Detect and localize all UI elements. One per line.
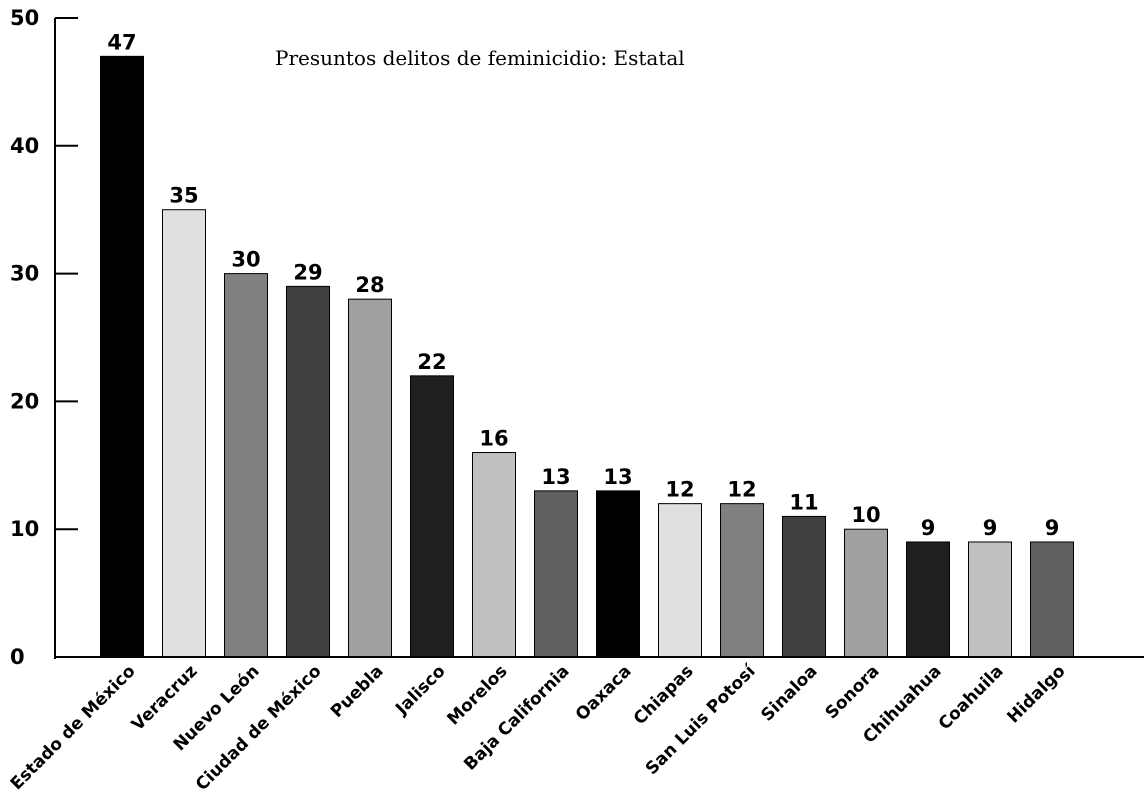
bar	[410, 375, 454, 658]
y-axis: 0 10 20 30 40 50	[10, 6, 78, 669]
bar	[162, 209, 206, 658]
category-label: Coahuila	[935, 661, 1008, 734]
value-label: 22	[417, 350, 446, 374]
bar	[720, 503, 764, 658]
value-label: 30	[231, 248, 260, 272]
value-label: 9	[983, 516, 998, 540]
y-tick-label: 10	[10, 517, 39, 541]
bar	[906, 541, 950, 658]
value-label: 13	[541, 465, 570, 489]
bar	[286, 285, 330, 658]
bars	[100, 55, 1074, 658]
value-label: 13	[603, 465, 632, 489]
value-label: 12	[727, 478, 756, 502]
value-label: 12	[665, 478, 694, 502]
category-label: Puebla	[327, 661, 388, 722]
value-labels: 47 35 30 29 28 22 16 13 13 12 12 11 10 9 9 9	[107, 30, 1059, 540]
bar	[348, 298, 392, 658]
y-tick-label: 0	[10, 645, 25, 669]
bar	[224, 273, 268, 658]
bar	[658, 503, 702, 658]
bar	[100, 55, 144, 658]
category-label: Baja California	[460, 661, 573, 774]
value-label: 47	[107, 30, 136, 54]
value-label: 9	[1045, 516, 1060, 540]
category-label: San Luis Potosí	[642, 661, 761, 780]
bar	[782, 515, 826, 658]
bar	[968, 541, 1012, 658]
value-label: 9	[921, 516, 936, 540]
value-label: 35	[169, 184, 198, 208]
bar	[472, 452, 516, 658]
value-label: 11	[789, 490, 818, 514]
value-label: 29	[293, 260, 322, 284]
category-label: Hidalgo	[1004, 661, 1070, 727]
bar	[534, 490, 578, 658]
category-label: Estado de México	[7, 661, 140, 791]
y-tick-label: 40	[10, 134, 39, 158]
bar	[844, 528, 888, 658]
y-tick-label: 50	[10, 6, 39, 30]
category-label: Oaxaca	[572, 661, 636, 725]
bar	[1030, 541, 1074, 658]
value-label: 16	[479, 427, 508, 451]
y-tick-label: 30	[10, 262, 39, 286]
chart-title: Presuntos delitos de feminicidio: Estata…	[275, 46, 685, 70]
bar	[596, 490, 640, 658]
value-label: 28	[355, 273, 384, 297]
y-tick-label: 20	[10, 389, 39, 413]
value-label: 10	[851, 503, 880, 527]
category-label: Jalisco	[391, 661, 449, 719]
category-label: Sonora	[822, 661, 884, 723]
category-label: Sinaloa	[757, 661, 821, 725]
